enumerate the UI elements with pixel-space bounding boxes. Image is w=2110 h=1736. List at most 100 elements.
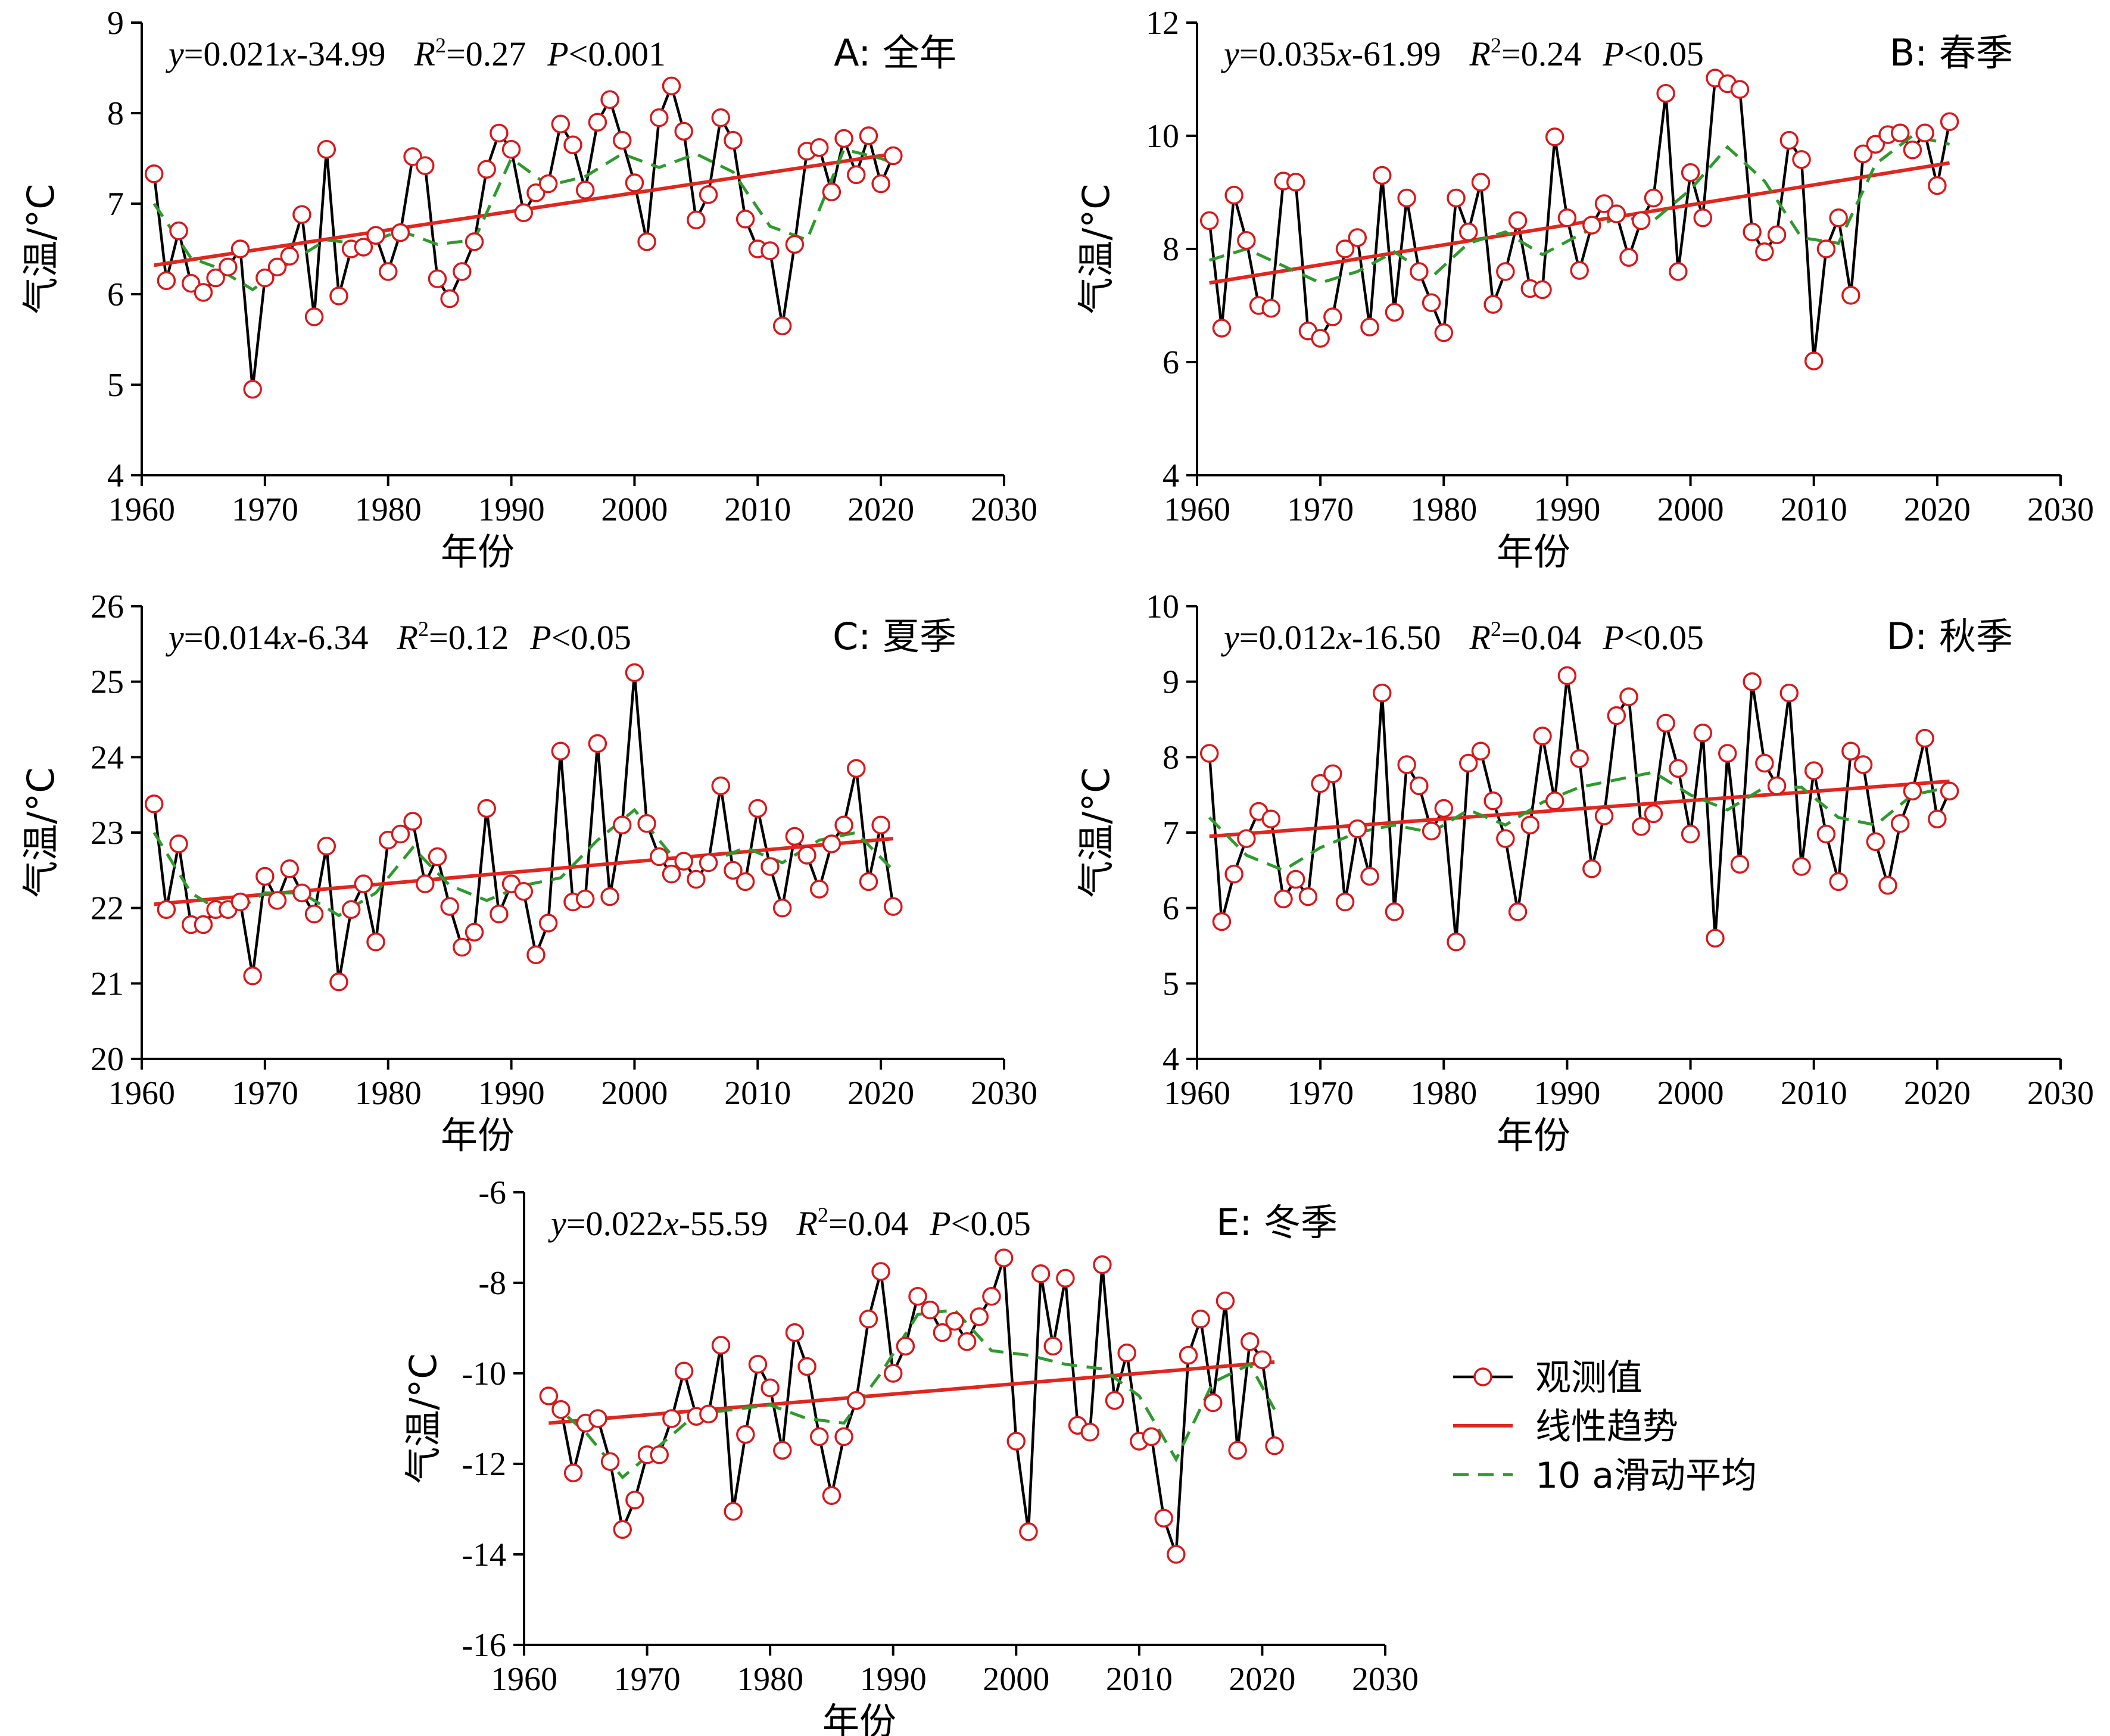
observed-point <box>1117 1344 1136 1363</box>
observed-point <box>1557 208 1577 227</box>
y-tick-label: 10 <box>1146 118 1179 155</box>
y-tick-label: 20 <box>91 1041 124 1078</box>
trend-line <box>1209 161 1950 285</box>
observed-point <box>920 1300 940 1320</box>
eq-r2-value: =0.12 <box>429 618 509 657</box>
observed-point <box>391 824 410 844</box>
y-tick-label: 6 <box>1162 344 1179 381</box>
observed-point <box>1631 211 1651 230</box>
observed-point <box>650 847 669 867</box>
observed-point <box>735 210 755 229</box>
panel-label: E: 冬季 <box>1216 1201 1338 1244</box>
observed-point <box>711 108 730 127</box>
eq-coef: =0.021 <box>184 35 281 73</box>
observed-point <box>490 905 509 924</box>
observed-point <box>1385 902 1404 921</box>
panel-B: 1960 1970 1980 1990 2000 2010 2020 2030 4 6 8 10 12 年… <box>1074 5 2094 574</box>
x-tick-label: 2000 <box>601 491 668 528</box>
observed-point <box>761 241 780 260</box>
observed-point <box>1483 295 1503 314</box>
observed-point <box>1755 753 1774 773</box>
observed-point <box>1804 761 1824 780</box>
eq-r-sup: 2 <box>1491 617 1501 641</box>
eq-r-sup: 2 <box>1491 33 1501 57</box>
eq-intercept: -55.59 <box>679 1204 768 1243</box>
observed-point <box>1878 875 1897 895</box>
observed-point <box>662 1409 681 1428</box>
observed-point <box>1841 286 1860 305</box>
observed-point <box>1829 208 1848 227</box>
observed-point <box>600 90 619 109</box>
x-tick-label: 2030 <box>1352 1661 1419 1698</box>
x-tick-label: 1970 <box>232 1075 298 1112</box>
observed-point <box>304 905 324 924</box>
observed-point <box>785 235 805 254</box>
observed-point <box>1743 222 1762 242</box>
observed-point <box>933 1323 952 1342</box>
observed-point <box>501 140 521 159</box>
x-tick-label: 1980 <box>355 1075 422 1112</box>
y-tick-label: -16 <box>462 1627 506 1664</box>
x-tick-label: 2000 <box>1657 1075 1724 1112</box>
observed-point <box>1940 112 1959 131</box>
observed-point <box>403 812 422 831</box>
observed-point <box>1619 687 1638 706</box>
observed-point <box>773 1441 792 1460</box>
y-tick-label: 7 <box>107 186 124 223</box>
observed-point <box>341 900 361 919</box>
observed-point <box>1792 857 1811 876</box>
observed-point <box>329 973 348 992</box>
observed-point <box>1779 683 1799 703</box>
observed-point <box>871 815 890 835</box>
observed-point <box>1093 1255 1112 1274</box>
observed-point <box>563 135 582 154</box>
observed-point <box>1681 824 1700 844</box>
observed-point <box>1853 144 1873 164</box>
legend-observed-label: 观测值 <box>1535 1357 1643 1399</box>
observed-point <box>847 759 866 778</box>
observed-point <box>1508 902 1528 921</box>
observed-point <box>1298 887 1318 906</box>
eq-y: y <box>1221 35 1239 73</box>
observed-point <box>797 846 816 865</box>
panel-C: 1960 1970 1980 1990 2000 2010 2020 2030 20 21 22 23… <box>19 588 1037 1157</box>
observed-point <box>600 1452 620 1471</box>
observed-point <box>526 945 546 964</box>
observed-point <box>1706 928 1725 948</box>
observed-point <box>625 663 644 682</box>
eq-r: R <box>414 35 435 73</box>
observed-point <box>1545 791 1564 811</box>
observed-point <box>1335 892 1355 912</box>
y-tick-label: 21 <box>91 965 124 1002</box>
observed-point <box>317 837 336 856</box>
observed-point <box>1533 280 1552 300</box>
observed-point <box>724 1502 743 1521</box>
x-tick-label: 2030 <box>2027 1075 2094 1112</box>
observed-point <box>1080 1423 1099 1442</box>
observed-point <box>847 165 866 185</box>
eq-r2-value: =0.04 <box>828 1204 908 1243</box>
observed-point <box>834 129 853 148</box>
observed-point <box>884 146 903 166</box>
observed-point <box>1006 1432 1026 1451</box>
observed-point <box>600 887 619 906</box>
observed-point <box>206 268 225 288</box>
x-tick-label: 2010 <box>1106 1661 1173 1698</box>
x-tick-label: 1990 <box>1534 491 1600 528</box>
observed-point <box>1204 1393 1223 1413</box>
x-tick-label: 2000 <box>601 1075 668 1112</box>
eq-p: P <box>1602 618 1623 657</box>
x-axis-title: 年份 <box>441 530 515 574</box>
observed-point <box>1718 744 1737 763</box>
x-axis-title: 年份 <box>1497 530 1570 574</box>
eq-r: R <box>796 1204 818 1243</box>
y-tick-label: 5 <box>1162 965 1179 1002</box>
observed-point <box>699 185 718 204</box>
observed-point <box>428 269 447 288</box>
eq-p-value: <0.05 <box>951 1204 1031 1243</box>
regression-equation: y=0.035x-61.99 R2=0.24 P<0.05 <box>1221 33 1704 73</box>
observed-point <box>551 741 571 761</box>
x-tick-label: 1990 <box>1534 1075 1600 1112</box>
observed-point <box>1215 1291 1235 1311</box>
observed-point <box>1311 774 1330 793</box>
